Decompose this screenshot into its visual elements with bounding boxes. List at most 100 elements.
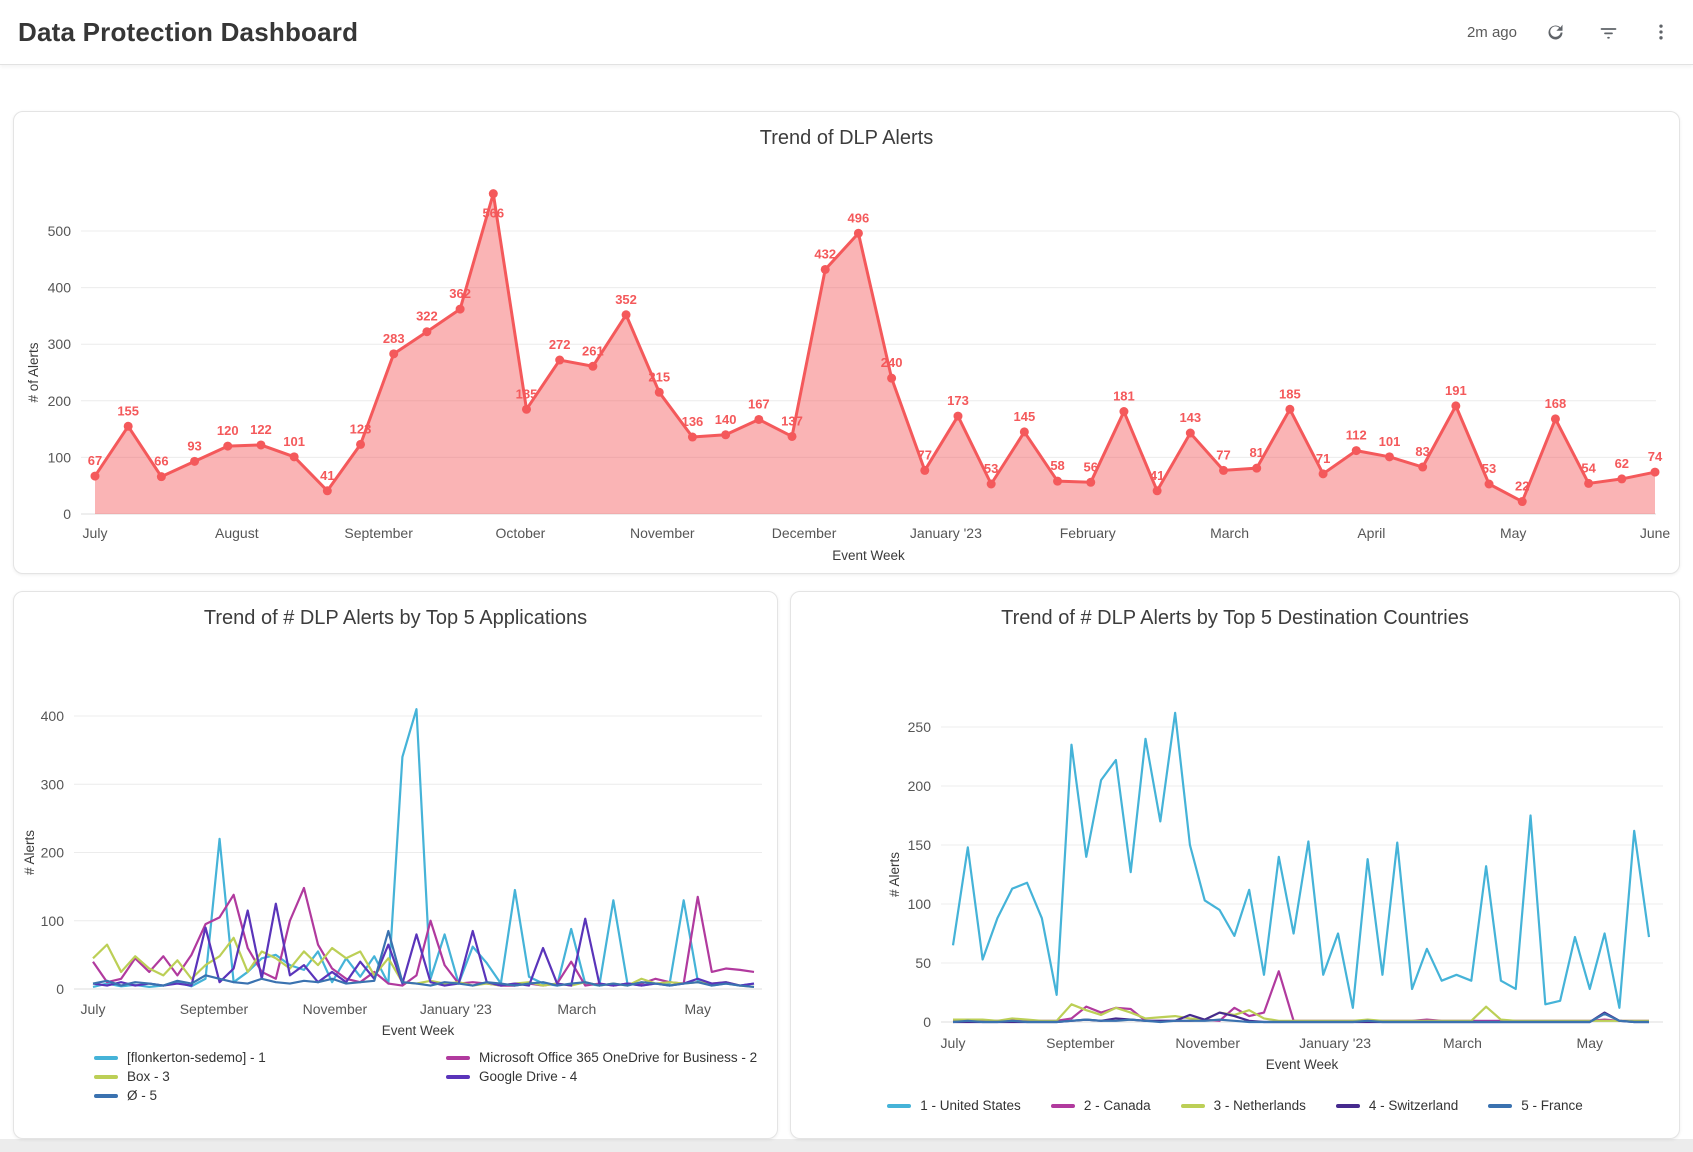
svg-text:122: 122 [250,422,272,437]
legend-label: 1 - United States [920,1098,1021,1113]
legend-label: Ø - 5 [127,1088,158,1103]
legend-item-1-united-states[interactable]: 1 - United States [887,1098,1021,1113]
legend-swatch [887,1103,912,1108]
svg-text:January '23: January '23 [1299,1035,1371,1051]
filter-button[interactable] [1594,18,1623,47]
svg-text:March: March [557,1001,596,1017]
chart-card-top-countries: Trend of # DLP Alerts by Top 5 Destinati… [790,591,1680,1139]
svg-text:496: 496 [847,210,869,225]
svg-text:September: September [180,1001,249,1017]
svg-text:0: 0 [56,981,64,997]
refresh-button[interactable] [1541,18,1570,47]
svg-text:140: 140 [714,412,736,427]
svg-text:54: 54 [1581,460,1596,475]
svg-text:143: 143 [1179,410,1201,425]
legend-label: Microsoft Office 365 OneDrive for Busine… [479,1050,758,1065]
svg-text:# Alerts: # Alerts [887,852,902,897]
legend-label: [flonkerton-sedemo] - 1 [127,1050,266,1065]
svg-text:71: 71 [1315,451,1329,466]
svg-text:200: 200 [41,845,65,861]
svg-text:215: 215 [648,369,670,384]
chart-title-top-countries: Trend of # DLP Alerts by Top 5 Destinati… [1001,607,1469,629]
kebab-menu-button[interactable] [1647,18,1675,46]
svg-text:May: May [1499,525,1525,541]
svg-text:58: 58 [1050,458,1064,473]
svg-text:100: 100 [47,449,71,465]
svg-text:50: 50 [915,955,931,971]
svg-text:Event Week: Event Week [382,1023,455,1038]
svg-text:November: November [1175,1035,1240,1051]
last-refresh-label: 2m ago [1466,23,1517,41]
svg-text:100: 100 [41,913,65,929]
svg-text:322: 322 [416,309,438,324]
svg-text:200: 200 [908,778,932,794]
legend-swatch [94,1074,118,1079]
legend-label: 4 - Switzerland [1368,1098,1459,1113]
svg-text:400: 400 [41,708,65,724]
legend-item-microsoft-office-365-onedrive-for-business-2[interactable]: Microsoft Office 365 OneDrive for Busine… [446,1050,777,1065]
svg-text:101: 101 [1378,434,1400,449]
legend-swatch [1335,1103,1360,1108]
countries-legend: 1 - United States 2 - Canada 3 - Netherlan… [791,1098,1679,1113]
svg-text:October: October [495,525,545,541]
svg-text:November: November [303,1001,368,1017]
legend-item-4-switzerland[interactable]: 4 - Switzerland [1335,1098,1459,1113]
svg-text:September: September [344,525,413,541]
svg-text:155: 155 [117,403,139,418]
svg-text:167: 167 [747,396,769,411]
legend-swatch [1488,1103,1513,1108]
legend-swatch [1180,1103,1205,1108]
svg-text:112: 112 [1345,428,1366,443]
legend-swatch [446,1055,470,1060]
legend-item-5[interactable]: Ø - 5 [94,1088,446,1103]
svg-text:66: 66 [154,454,168,469]
top-apps-chart: 0 100 200 300 400 July September November Januar… [22,708,762,1038]
legend-item-flonkerton-sedemo-1[interactable]: [flonkerton-sedemo] - 1 [94,1050,446,1065]
svg-text:83: 83 [1415,444,1429,459]
svg-text:137: 137 [781,413,803,428]
dlp-alerts-trend-chart: 0 100 200 300 400 500 July August September Octob… [26,189,1670,563]
svg-text:53: 53 [983,461,997,476]
header-actions: 2m ago [1467,18,1675,47]
svg-text:41: 41 [1149,468,1163,483]
svg-text:Event Week: Event Week [832,548,905,563]
svg-text:February: February [1059,525,1115,541]
svg-text:300: 300 [47,336,71,352]
svg-text:145: 145 [1013,409,1035,424]
legend-swatch [1050,1103,1075,1108]
svg-text:168: 168 [1544,396,1566,411]
svg-text:120: 120 [216,423,238,438]
page-title: Data Protection Dashboard [18,16,359,47]
svg-text:74: 74 [1647,449,1662,464]
svg-text:250: 250 [908,719,932,735]
svg-text:November: November [629,525,694,541]
legend-item-2-canada[interactable]: 2 - Canada [1050,1098,1151,1113]
svg-text:400: 400 [47,280,71,296]
legend-label: 5 - France [1521,1098,1583,1113]
legend-item-3-netherlands[interactable]: 3 - Netherlands [1180,1098,1306,1113]
svg-text:41: 41 [320,468,334,483]
svg-text:300: 300 [41,776,65,792]
svg-text:January '23: January '23 [420,1001,492,1017]
apps-legend: [flonkerton-sedemo] - 1 Microsoft Office … [94,1050,777,1103]
legend-item-box-3[interactable]: Box - 3 [94,1069,446,1084]
svg-text:April: April [1357,525,1385,541]
svg-text:# Alerts: # Alerts [22,830,37,875]
legend-item-5-france[interactable]: 5 - France [1488,1098,1583,1113]
dashboard-content: Trend of DLP Alerts 0 100 200 300 400 500 July… [0,65,1693,1139]
svg-text:May: May [685,1001,711,1017]
svg-text:101: 101 [283,434,305,449]
svg-text:362: 362 [449,286,471,301]
svg-text:500: 500 [47,223,71,239]
svg-text:July: July [941,1035,966,1051]
legend-label: Box - 3 [127,1069,170,1084]
svg-text:185: 185 [515,386,537,401]
legend-swatch [94,1055,118,1060]
svg-text:March: March [1210,525,1249,541]
svg-text:100: 100 [908,896,932,912]
svg-text:185: 185 [1279,386,1301,401]
svg-text:240: 240 [880,355,902,370]
legend-item-google-drive-4[interactable]: Google Drive - 4 [446,1069,777,1084]
page-bottom-strip [0,1139,1693,1152]
svg-text:93: 93 [187,438,201,453]
